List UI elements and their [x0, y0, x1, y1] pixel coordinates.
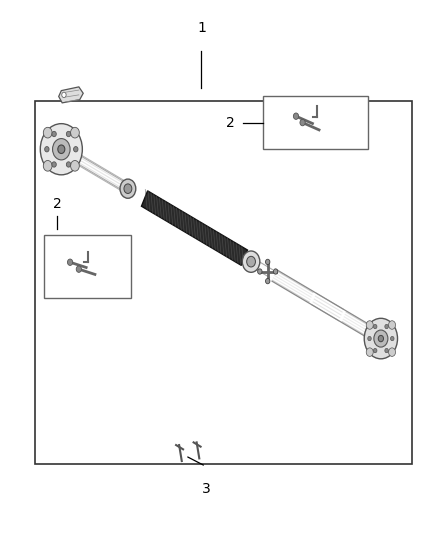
- Circle shape: [364, 318, 398, 359]
- Circle shape: [366, 348, 373, 357]
- Circle shape: [389, 321, 396, 329]
- Circle shape: [67, 259, 73, 265]
- Circle shape: [247, 256, 255, 267]
- Circle shape: [273, 269, 278, 274]
- Circle shape: [389, 348, 396, 357]
- Circle shape: [43, 160, 52, 171]
- Circle shape: [242, 251, 260, 272]
- Circle shape: [53, 139, 70, 160]
- Circle shape: [374, 325, 377, 329]
- Circle shape: [391, 336, 394, 341]
- Circle shape: [378, 335, 384, 342]
- Bar: [35, 101, 412, 464]
- Circle shape: [52, 162, 56, 167]
- Circle shape: [71, 127, 79, 138]
- Circle shape: [45, 147, 49, 152]
- Circle shape: [76, 266, 81, 272]
- Circle shape: [58, 145, 65, 154]
- Circle shape: [265, 278, 270, 284]
- Circle shape: [374, 330, 388, 347]
- Circle shape: [374, 349, 377, 353]
- Circle shape: [52, 131, 57, 136]
- Circle shape: [385, 325, 389, 329]
- Circle shape: [43, 127, 52, 138]
- Circle shape: [124, 184, 132, 193]
- Circle shape: [67, 131, 71, 136]
- Circle shape: [300, 119, 305, 126]
- Circle shape: [385, 349, 389, 353]
- Text: 3: 3: [201, 482, 210, 496]
- Circle shape: [120, 179, 136, 198]
- Polygon shape: [59, 87, 83, 103]
- Bar: [263, 96, 368, 149]
- Text: 1: 1: [197, 21, 206, 35]
- Text: 2: 2: [53, 197, 61, 211]
- Text: 2: 2: [226, 116, 234, 130]
- Bar: [44, 235, 131, 298]
- Circle shape: [62, 92, 66, 98]
- Polygon shape: [141, 191, 247, 265]
- Circle shape: [40, 124, 82, 175]
- Circle shape: [368, 336, 371, 341]
- Circle shape: [265, 259, 270, 264]
- Circle shape: [67, 162, 71, 167]
- Circle shape: [293, 113, 299, 119]
- Circle shape: [74, 147, 78, 152]
- Circle shape: [71, 160, 79, 171]
- Circle shape: [366, 321, 373, 329]
- Circle shape: [258, 269, 262, 274]
